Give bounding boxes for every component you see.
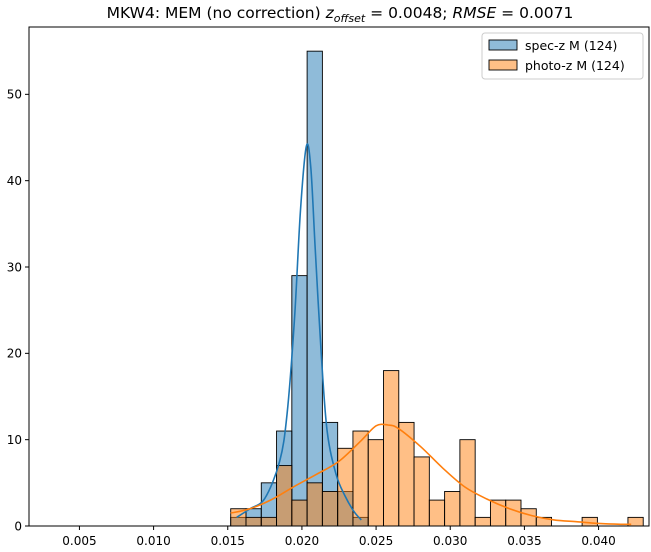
photo-z-bar <box>321 491 339 527</box>
photo-z-bar <box>474 516 491 527</box>
spec-z-kde-line <box>236 143 362 521</box>
x-tick-label: 0.015 <box>211 534 245 548</box>
axes-layer: 0.005 0.010 0.015 0.020 0.025 0.030 0.035 0.040… <box>7 26 650 548</box>
photo-z-bar <box>428 499 446 527</box>
title-rmse-symbol: RMSE <box>452 4 496 22</box>
title-z-subscript: offset <box>334 12 366 25</box>
y-tick-label: 10 <box>7 433 22 447</box>
x-tick-label: 0.025 <box>359 534 393 548</box>
x-tick-label: 0.030 <box>433 534 467 548</box>
photo-z-bar <box>520 508 537 527</box>
photo-z-bar <box>352 430 369 527</box>
photo-z-kde-line <box>230 423 632 526</box>
title-z-value: = 0.0048; <box>365 4 452 22</box>
plot-frame <box>28 26 650 527</box>
x-tick-label: 0.005 <box>62 534 96 548</box>
photo-z-bar <box>383 370 400 527</box>
spec-z-legend-label: spec-z M (124) <box>525 38 617 53</box>
photo-z-bar <box>291 499 308 527</box>
photo-z-bar <box>413 456 430 527</box>
photo-z-bar <box>306 482 323 527</box>
photo-z-bar <box>367 439 384 527</box>
chart-title: MKW4: MEM (no correction) zoffset = 0.00… <box>107 4 574 25</box>
y-tick-label: 40 <box>7 174 22 188</box>
x-tick-label: 0.040 <box>581 534 615 548</box>
y-tick-label: 30 <box>7 260 22 274</box>
photo-z-legend-label: photo-z M (124) <box>525 58 625 73</box>
kde-layer <box>230 143 632 526</box>
photo-z-bar <box>444 491 461 527</box>
title-z-symbol: z <box>325 4 335 22</box>
title-prefix: MKW4: MEM (no correction) <box>107 4 326 22</box>
photo-z-bar <box>459 439 476 527</box>
spec-z-bar <box>306 50 323 527</box>
y-tick-label: 20 <box>7 347 22 361</box>
photo-z-bar <box>505 499 522 527</box>
legend: spec-z M (124) photo-z M (124) <box>481 32 644 80</box>
y-tick-label: 0 <box>14 519 22 533</box>
photo-z-legend-swatch <box>488 59 518 71</box>
x-tick-label: 0.020 <box>285 534 319 548</box>
spec-z-legend-swatch <box>488 39 518 51</box>
legend-box <box>481 32 644 80</box>
y-tick-label: 50 <box>7 88 22 102</box>
photo-z-bar <box>245 516 262 527</box>
photo-z-bar <box>260 516 278 527</box>
title-rmse-value: = 0.0071 <box>496 4 573 22</box>
x-tick-label: 0.010 <box>136 534 170 548</box>
bars-layer <box>230 50 644 527</box>
x-tick-label: 0.035 <box>507 534 541 548</box>
